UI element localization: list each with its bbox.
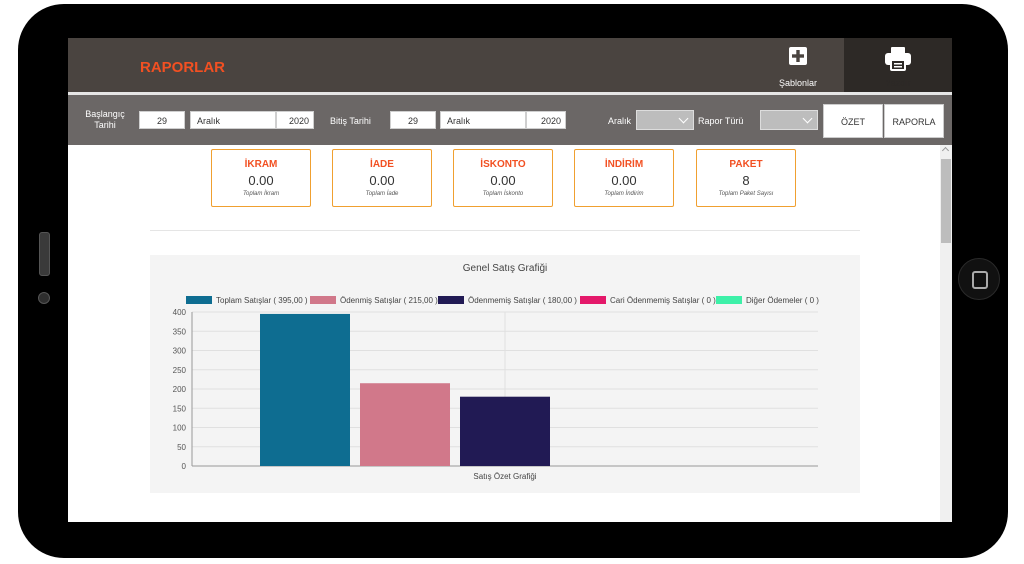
y-tick-label: 50 — [177, 443, 186, 452]
legend-label: Ödenmemiş Satışlar ( 180,00 ) — [468, 296, 577, 305]
end-date-label: Bitiş Tarihi — [330, 116, 371, 126]
bar — [460, 396, 550, 466]
report-button[interactable]: RAPORLA — [884, 104, 944, 138]
scroll-up-icon[interactable] — [941, 146, 950, 155]
legend-label: Cari Ödenmemiş Satışlar ( 0 ) — [610, 296, 716, 305]
chart-title: Genel Satış Grafiği — [462, 263, 548, 274]
card-title: PAKET — [729, 159, 763, 170]
y-tick-label: 100 — [173, 424, 187, 433]
legend-label: Toplam Satışlar ( 395,00 ) — [216, 296, 308, 305]
sales-chart: Genel Satış Grafiği 0 50 100 150 200 250 300 35… — [150, 255, 860, 493]
legend-label: Ödenmiş Satışlar ( 215,00 ) — [340, 296, 438, 305]
card-iskonto: İSKONTO 0.00 Toplam İskonto — [453, 149, 553, 207]
printer-icon — [885, 47, 911, 71]
end-year-field[interactable]: 2020 — [526, 111, 566, 129]
legend-swatch — [438, 296, 464, 304]
card-subtitle: Toplam Paket Sayısı — [718, 191, 774, 197]
x-axis-label: Satış Özet Grafiği — [473, 472, 536, 481]
range-label: Aralık — [608, 116, 632, 126]
card-value: 0.00 — [611, 173, 637, 188]
content-area: İKRAM 0.00 Toplam İkram İADE 0.00 Toplam… — [68, 145, 940, 522]
card-subtitle: Toplam İndirim — [604, 191, 644, 197]
y-tick-label: 150 — [173, 404, 187, 413]
card-subtitle: Toplam İkram — [242, 191, 280, 197]
print-label: Yazdır — [885, 78, 911, 88]
y-tick-label: 350 — [173, 327, 187, 336]
end-month-field[interactable]: Aralık — [440, 111, 526, 129]
card-iade: İADE 0.00 Toplam İade — [332, 149, 432, 207]
report-type-label: Rapor Türü — [698, 116, 744, 126]
y-tick-label: 250 — [173, 366, 187, 375]
card-title: İKRAM — [244, 159, 278, 170]
legend-swatch — [580, 296, 606, 304]
legend-label: Diğer Ödemeler ( 0 ) — [746, 296, 819, 305]
y-tick-label: 0 — [182, 462, 187, 471]
side-button — [39, 232, 50, 276]
card-subtitle: Toplam İade — [365, 191, 399, 197]
chart-svg: 0 50 100 150 200 250 300 350 400 Toplam Satışlar … — [173, 296, 819, 481]
divider — [150, 230, 860, 231]
templates-label: Şablonlar — [778, 78, 818, 88]
card-title: İNDİRİM — [604, 159, 644, 170]
start-date-label: Başlangıç Tarihi — [85, 109, 125, 130]
legend-swatch — [310, 296, 336, 304]
card-subtitle: Toplam İskonto — [482, 191, 524, 197]
page-title: RAPORLAR — [140, 59, 225, 76]
start-year-field[interactable]: 2020 — [276, 111, 314, 129]
card-value: 0.00 — [369, 173, 395, 188]
start-month-field[interactable]: Aralık — [190, 111, 276, 129]
home-button[interactable] — [958, 258, 1000, 300]
card-title: İADE — [370, 159, 394, 170]
legend-swatch — [716, 296, 742, 304]
templates-button[interactable]: Şablonlar — [748, 38, 848, 92]
filter-bar: Başlangıç Tarihi 29 Aralık 2020 Bitiş Ta… — [68, 95, 952, 145]
card-value: 8 — [742, 173, 750, 188]
bar — [260, 313, 350, 466]
y-tick-label: 400 — [173, 308, 187, 317]
card-paket: PAKET 8 Toplam Paket Sayısı — [696, 149, 796, 207]
card-ikram: İKRAM 0.00 Toplam İkram — [211, 149, 311, 207]
bar — [360, 383, 450, 466]
summary-button[interactable]: ÖZET — [823, 104, 883, 138]
plus-square-icon — [789, 47, 807, 65]
app-screen: RAPORLAR Şablonlar Yazdır Başlangıç Tari… — [68, 38, 952, 522]
legend-swatch — [186, 296, 212, 304]
y-tick-label: 300 — [173, 347, 187, 356]
camera-dot — [38, 292, 50, 304]
y-tick-label: 200 — [173, 385, 187, 394]
chevron-down-icon — [678, 113, 689, 124]
card-value: 0.00 — [248, 173, 274, 188]
card-value: 0.00 — [490, 173, 516, 188]
end-day-field[interactable]: 29 — [390, 111, 436, 129]
scroll-thumb[interactable] — [941, 159, 951, 243]
range-select[interactable] — [636, 110, 694, 130]
chevron-down-icon — [802, 113, 813, 124]
card-title: İSKONTO — [480, 159, 526, 170]
card-indirim: İNDİRİM 0.00 Toplam İndirim — [574, 149, 674, 207]
start-day-field[interactable]: 29 — [139, 111, 185, 129]
print-button[interactable]: Yazdır — [844, 38, 952, 92]
top-bar: RAPORLAR Şablonlar Yazdır — [68, 38, 952, 95]
report-type-select[interactable] — [760, 110, 818, 130]
vertical-scrollbar[interactable] — [940, 145, 952, 522]
